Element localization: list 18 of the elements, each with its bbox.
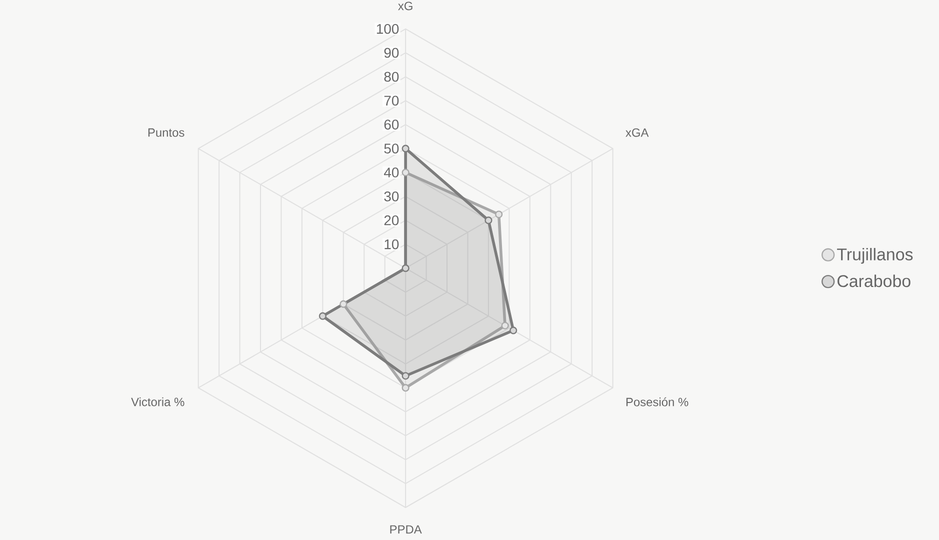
spoke-label: Posesión % [626, 397, 688, 406]
legend-label: Trujillanos [837, 248, 913, 264]
y-tick-label: 100 [376, 24, 399, 34]
y-tick-label: 40 [384, 167, 399, 178]
spoke-label: Puntos [148, 128, 184, 137]
y-tick-label: 70 [384, 96, 399, 106]
y-tick-label: 50 [384, 143, 399, 154]
y-tick-label: 90 [384, 48, 399, 58]
y-tick-label: 30 [384, 191, 399, 202]
legend-label: Carabobo [838, 274, 910, 287]
y-tick-label: 20 [384, 215, 399, 226]
spoke-label: PPDA [390, 525, 422, 534]
spoke-label: xG [398, 2, 412, 10]
spoke-label: xGA [626, 128, 649, 137]
y-tick-label: 60 [384, 119, 399, 130]
spoke-label: Victoria % [131, 397, 184, 406]
y-tick-label: 80 [384, 72, 399, 82]
y-tick-label: 10 [384, 239, 399, 250]
